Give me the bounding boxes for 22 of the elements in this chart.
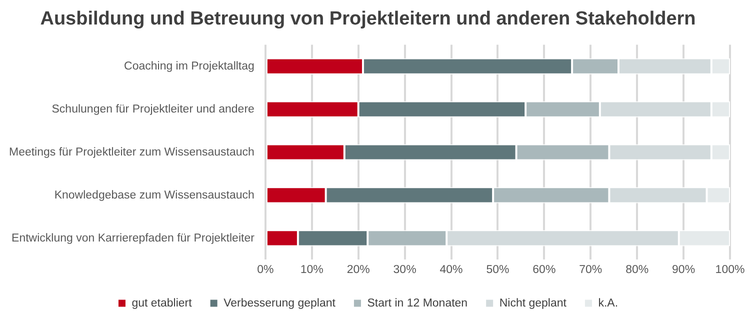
legend-label: Verbesserung geplant	[224, 297, 336, 310]
legend-label: Start in 12 Monaten	[367, 297, 468, 310]
x-tick-label: 70%	[579, 264, 602, 276]
x-tick-label: 20%	[346, 264, 370, 276]
legend-label: gut etabliert	[132, 297, 193, 310]
x-tick-label: 40%	[440, 264, 463, 276]
x-tick-label: 30%	[393, 264, 416, 276]
y-tick-label: Coaching im Projektalltag	[124, 60, 254, 72]
y-tick-label: Knowledgebase zum Wissensaustauch	[54, 189, 254, 202]
y-tick-label: Meetings für Projektleiter zum Wissensaustauch	[8, 146, 254, 158]
x-tick-label: 0%	[257, 264, 274, 276]
x-tick-label: 90%	[672, 264, 696, 276]
x-tick-label: 10%	[300, 264, 324, 276]
y-tick-label: Schulungen für Projektleiter und andere	[52, 103, 254, 116]
x-tick-label: 50%	[486, 264, 510, 276]
legend-label: k.A.	[598, 297, 618, 310]
chart-title: Ausbildung und Betreuung von Projektleitern und anderen Stakeholdern	[40, 8, 696, 30]
x-tick-label: 60%	[532, 264, 556, 276]
y-tick-label: Entwicklung von Karrierepfaden für Projektleiter	[12, 232, 255, 244]
legend-label: Nicht geplant	[499, 297, 568, 310]
x-tick-label: 80%	[626, 264, 649, 276]
x-tick-label: 100%	[715, 264, 745, 276]
